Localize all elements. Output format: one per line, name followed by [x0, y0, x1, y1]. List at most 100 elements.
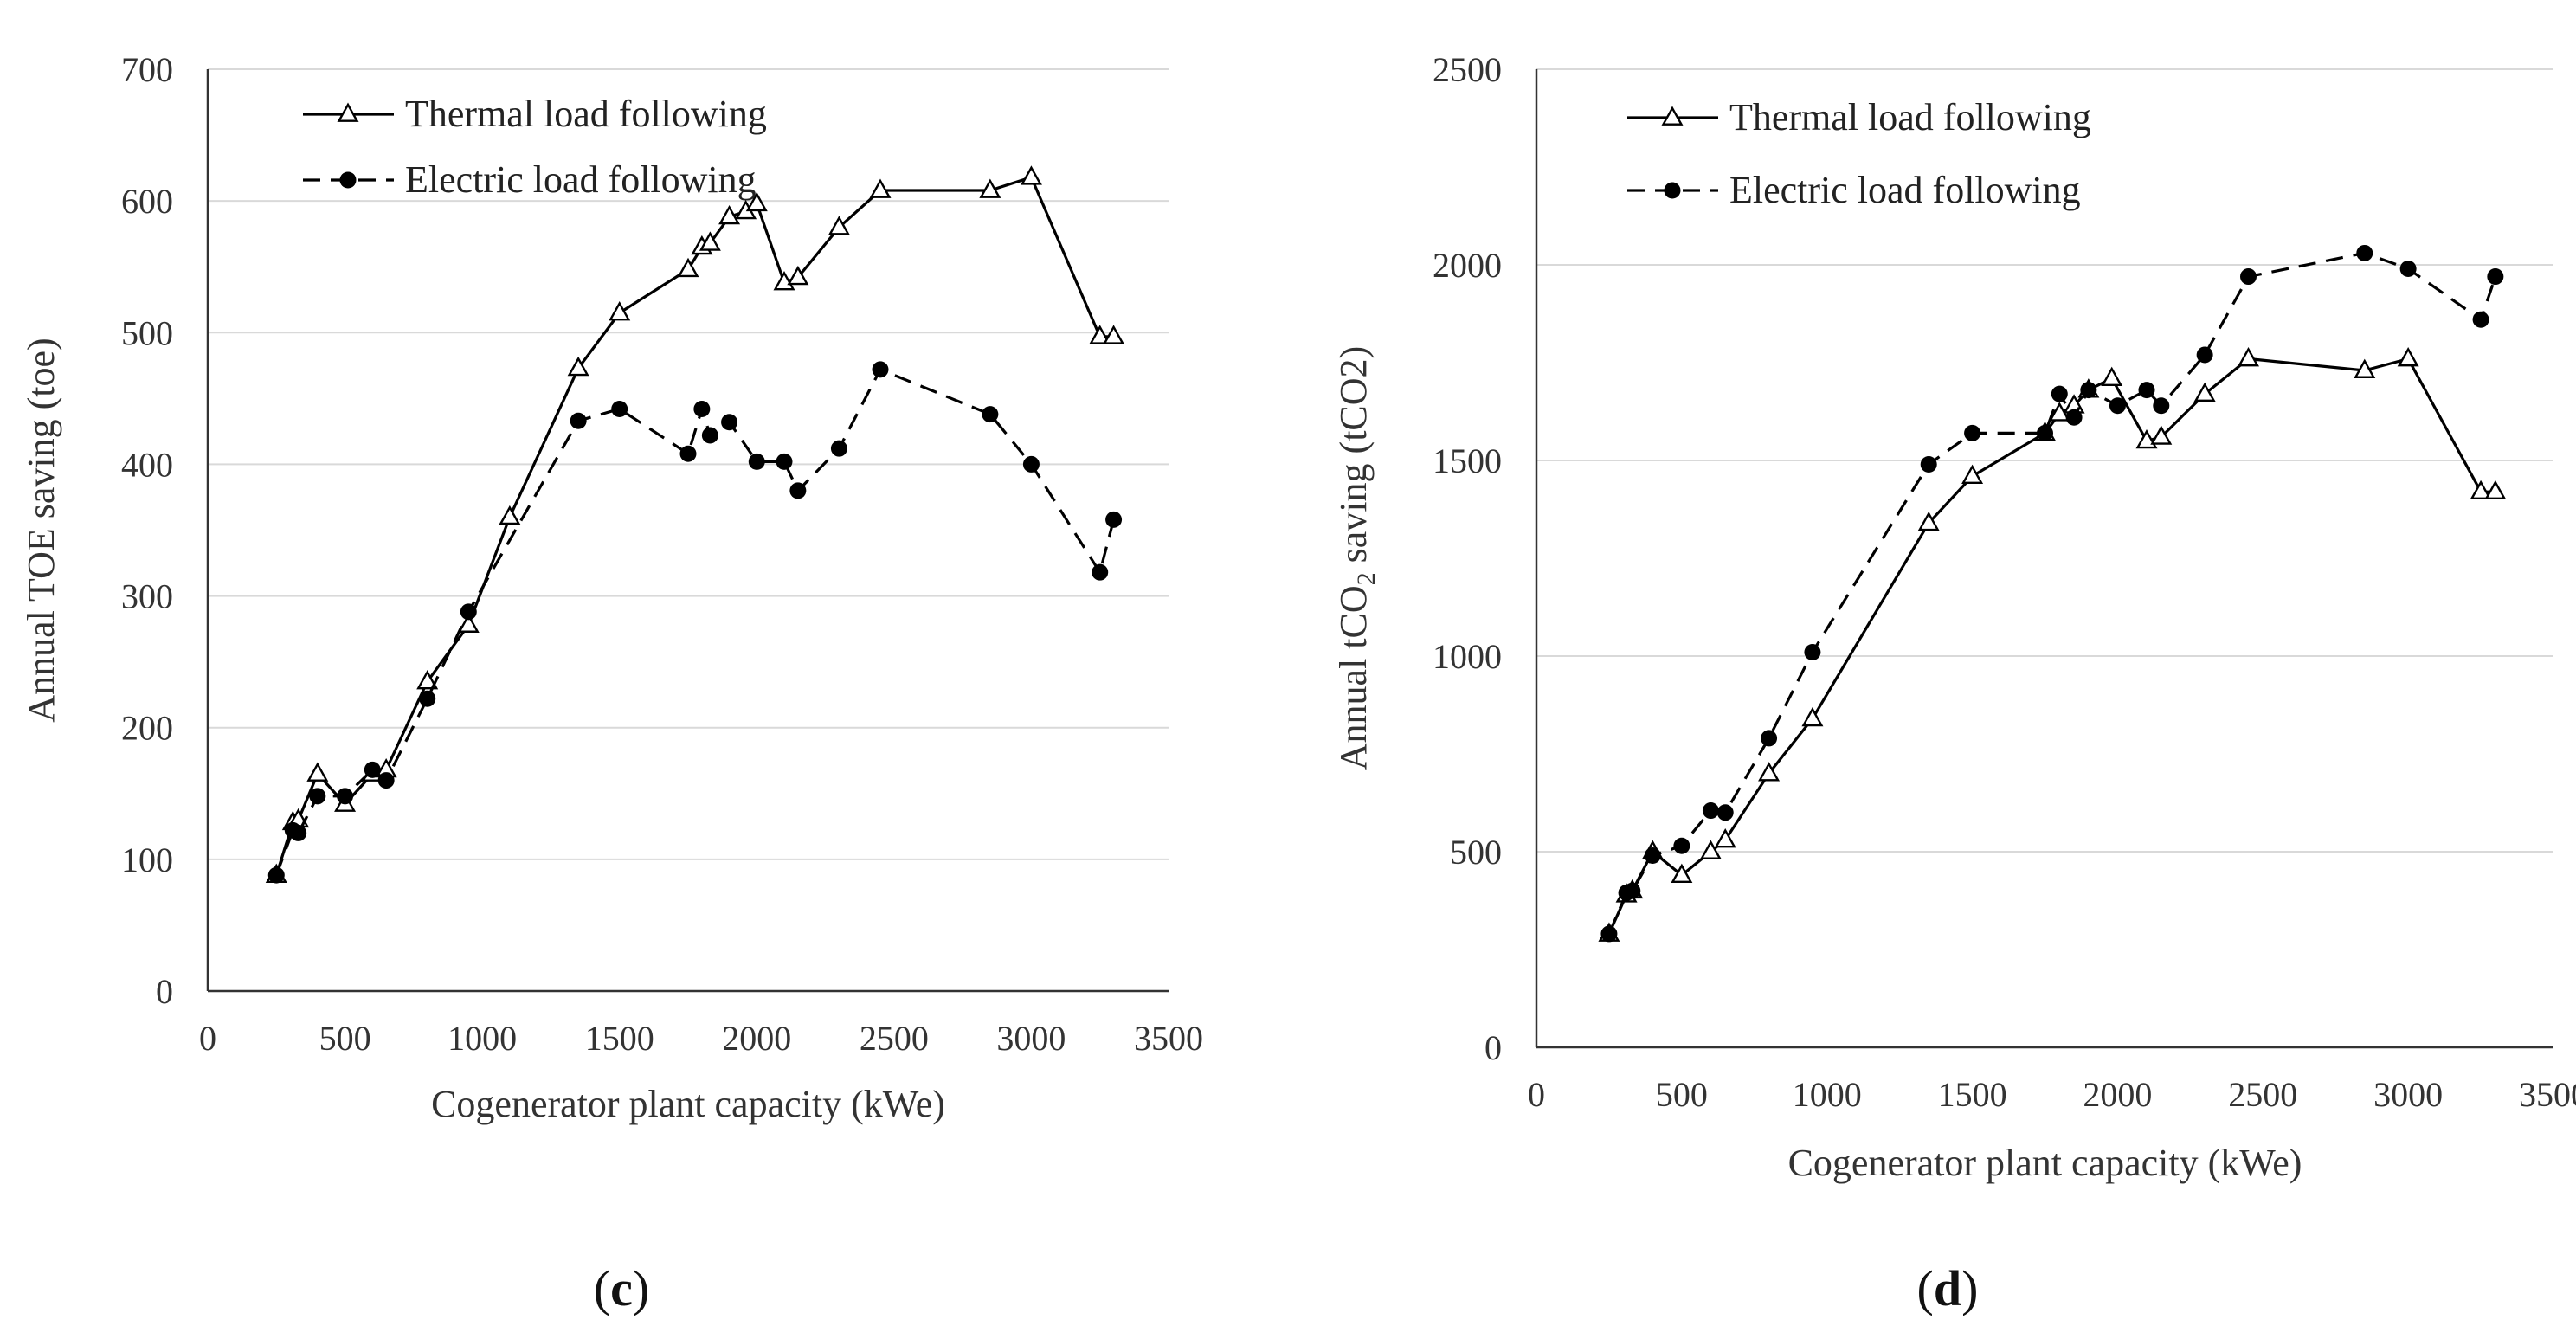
y-axis-title: Annual TOE saving (toe) — [20, 338, 62, 722]
legend-marker-dot — [339, 171, 357, 189]
data-point-electric — [1716, 804, 1734, 821]
data-point-electric — [364, 761, 381, 778]
x-tick-label: 3500 — [1134, 1019, 1203, 1058]
x-tick-label: 500 — [319, 1019, 371, 1058]
series-line-electric — [1607, 251, 2497, 935]
data-point-electric — [2051, 385, 2068, 402]
data-point-thermal — [1917, 511, 1940, 531]
data-point-thermal — [2193, 382, 2216, 402]
legend-label: Electric load following — [1729, 169, 2081, 211]
data-point-electric — [2240, 268, 2257, 286]
x-tick-label: 3000 — [996, 1019, 1066, 1058]
data-point-electric — [872, 361, 889, 378]
data-point-electric — [1624, 882, 1641, 899]
data-point-thermal — [2354, 358, 2376, 378]
data-point-thermal — [1714, 827, 1736, 848]
y-axis-title-part: saving (tCO2) — [1332, 346, 1375, 573]
data-point-electric — [2487, 268, 2504, 286]
data-point-electric — [679, 445, 697, 462]
data-point-electric — [337, 788, 354, 805]
x-tick-label: 0 — [1528, 1075, 1545, 1114]
x-tick-label: 1500 — [1938, 1075, 2007, 1114]
y-tick-label: 500 — [121, 313, 173, 352]
series-line-thermal — [1607, 357, 2496, 935]
data-point-thermal — [1671, 863, 1693, 884]
data-point-thermal — [787, 265, 809, 286]
y-tick-label: 300 — [121, 577, 173, 616]
data-point-thermal — [2470, 480, 2492, 500]
y-tick-label: 1000 — [1433, 637, 1502, 676]
data-point-thermal — [869, 178, 892, 198]
data-point-electric — [570, 412, 587, 429]
data-point-electric — [776, 453, 793, 470]
data-point-electric — [982, 406, 999, 423]
legend-label: Thermal load following — [1729, 96, 2091, 138]
data-point-electric — [2472, 311, 2489, 328]
y-tick-label: 0 — [1484, 1028, 1502, 1067]
series-line-electric — [274, 368, 1116, 876]
x-tick-label: 3000 — [2373, 1075, 2443, 1114]
x-tick-label: 0 — [199, 1019, 216, 1058]
data-point-electric — [290, 824, 307, 841]
panel-label: (d) — [1917, 1260, 1979, 1316]
data-point-electric — [1673, 837, 1690, 854]
x-tick-label: 1000 — [1793, 1075, 1862, 1114]
data-point-electric — [701, 427, 718, 444]
y-tick-label: 0 — [156, 972, 173, 1011]
data-point-thermal — [499, 505, 521, 525]
data-point-electric — [2109, 397, 2126, 415]
legend-label: Electric load following — [405, 158, 757, 201]
data-point-electric — [2356, 244, 2373, 261]
y-axis-title-subscript: 2 — [1352, 572, 1381, 585]
data-point-electric — [1702, 802, 1719, 820]
data-point-electric — [830, 440, 847, 457]
y-axis-title: Annual tCO2 saving (tCO2) — [1332, 346, 1381, 770]
data-point-thermal — [828, 216, 850, 235]
y-tick-label: 600 — [121, 182, 173, 221]
y-tick-label: 2000 — [1433, 246, 1502, 285]
data-point-electric — [309, 788, 326, 805]
data-point-electric — [2080, 382, 2097, 399]
data-point-electric — [1644, 847, 1661, 865]
data-point-electric — [1964, 424, 1981, 441]
data-point-thermal — [1089, 325, 1111, 344]
data-point-thermal — [416, 670, 439, 690]
data-point-electric — [2399, 261, 2417, 278]
legend-label: Thermal load following — [405, 93, 767, 135]
data-point-electric — [789, 482, 807, 499]
panel-label-letter: d — [1934, 1260, 1961, 1316]
panel-label-paren: ) — [1961, 1260, 1978, 1316]
x-axis-title: Cogenerator plant capacity (kWe) — [431, 1083, 945, 1125]
x-tick-label: 2500 — [2228, 1075, 2297, 1114]
x-tick-label: 1000 — [448, 1019, 517, 1058]
x-tick-label: 3500 — [2519, 1075, 2576, 1114]
series-line-thermal — [274, 176, 1114, 876]
data-point-electric — [611, 401, 628, 418]
data-point-electric — [2037, 424, 2053, 441]
data-point-thermal — [609, 301, 631, 321]
data-point-thermal — [2397, 347, 2419, 367]
data-point-electric — [693, 401, 711, 418]
data-point-thermal — [2150, 425, 2173, 445]
data-point-electric — [1600, 925, 1618, 943]
panel-label-paren: ( — [1917, 1260, 1934, 1316]
data-point-electric — [2153, 397, 2170, 415]
y-tick-label: 2500 — [1433, 50, 1502, 89]
data-point-electric — [1920, 456, 1937, 473]
data-point-electric — [1022, 455, 1040, 473]
data-point-electric — [1804, 643, 1821, 660]
data-point-electric — [2138, 382, 2155, 399]
panel-label: (c) — [594, 1260, 649, 1316]
data-point-thermal — [979, 178, 1001, 198]
data-point-electric — [1105, 511, 1123, 528]
data-point-thermal — [745, 191, 768, 212]
x-axis-title: Cogenerator plant capacity (kWe) — [1788, 1142, 2302, 1184]
data-point-thermal — [306, 762, 329, 782]
data-point-thermal — [1758, 762, 1781, 782]
panel-label-paren: ( — [594, 1260, 610, 1316]
data-point-electric — [1092, 563, 1109, 581]
legend-marker-dot — [1664, 182, 1681, 199]
data-point-thermal — [1103, 325, 1125, 344]
panel-label-paren: ) — [633, 1260, 649, 1316]
